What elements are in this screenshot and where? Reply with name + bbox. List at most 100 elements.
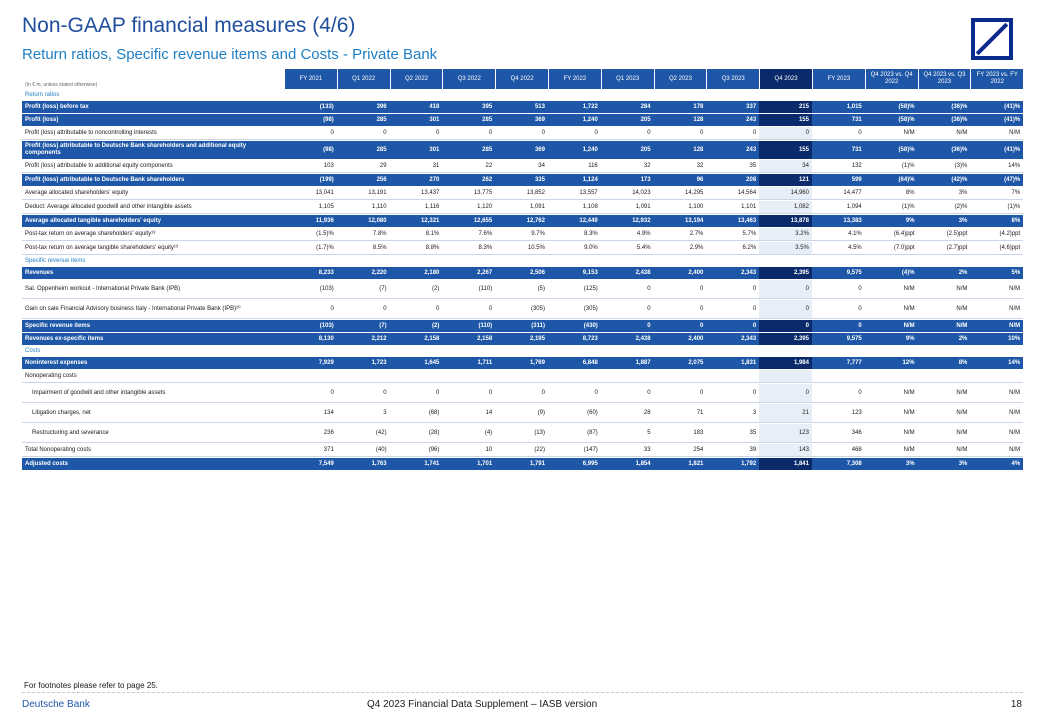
row-label: Average allocated shareholders' equity <box>22 187 284 200</box>
table-cell: 731 <box>811 114 865 126</box>
table-cell: N/M <box>864 444 918 457</box>
table-cell: 335 <box>495 174 548 186</box>
table-cell: 0 <box>759 127 812 140</box>
table-cell: 1,100 <box>653 201 707 214</box>
table-cell: 1,887 <box>600 357 654 369</box>
table-total-row: Adjusted costs 7,549 1,763 1,741 1,701 1,791 6… <box>22 458 1024 470</box>
table-cell: 1,792 <box>706 458 760 470</box>
column-header: FY 2022 <box>547 69 601 89</box>
table-cell <box>759 370 812 383</box>
table-cell: 13,852 <box>495 187 548 200</box>
table-total-row: Noninterest expenses 7,929 1,723 1,645 1,711… <box>22 357 1024 369</box>
table-cell <box>653 370 707 383</box>
table-cell: 33 <box>600 444 654 457</box>
column-header: Q3 2022 <box>442 69 496 89</box>
row-label: Profit (loss) attributable to noncontrol… <box>22 127 284 140</box>
table-cell <box>284 370 337 383</box>
table-cell: 1,763 <box>336 458 390 470</box>
table-cell: (2) <box>389 280 443 299</box>
table-cell: 22 <box>442 160 496 173</box>
table-cell: 6,848 <box>547 357 601 369</box>
table-cell: 0 <box>336 127 390 140</box>
table-cell <box>864 370 918 383</box>
table-cell: (4) <box>442 424 496 443</box>
table-cell: N/M <box>970 280 1024 299</box>
table-cell: N/M <box>917 424 971 443</box>
table-cell: N/M <box>864 404 918 423</box>
table-cell: 0 <box>600 127 654 140</box>
table-cell: (36)% <box>917 114 971 126</box>
table-cell: 13,463 <box>706 215 760 227</box>
table-cell: 8.5% <box>336 242 390 255</box>
section-heading: Specific revenue items <box>22 256 1024 266</box>
table-cell: 0 <box>811 280 865 299</box>
column-header: Q1 2022 <box>336 69 390 89</box>
table-row: Post-tax return on average shareholders'… <box>22 228 1024 241</box>
table-cell: 3% <box>917 187 971 200</box>
table-cell: (58)% <box>864 141 918 159</box>
column-header: FY 2023 vs. FY 2022 <box>970 69 1024 89</box>
column-header: FY 2023 <box>811 69 865 89</box>
table-cell: 2% <box>917 333 971 345</box>
row-label: Post-tax return on average shareholders'… <box>22 228 284 241</box>
table-cell <box>970 370 1024 383</box>
table-cell: (64)% <box>864 174 918 186</box>
row-label: Impairment of goodwill and other intangi… <box>22 384 284 403</box>
row-label: Profit (loss) before tax <box>22 101 284 113</box>
column-header: Q4 2023 vs. Q4 2022 <box>864 69 918 89</box>
table-cell: (2)% <box>917 201 971 214</box>
table-cell: 3.2% <box>759 228 812 241</box>
table-cell: 134 <box>284 404 337 423</box>
table-cell: 2,343 <box>706 333 760 345</box>
table-cell: 1,821 <box>653 458 707 470</box>
table-cell: 0 <box>600 320 654 332</box>
column-header: Q4 2023 <box>759 69 812 89</box>
table-cell: (2) <box>389 320 443 332</box>
table-cell: 2,506 <box>495 267 548 279</box>
table-total-row: Revenues 8,233 2,220 2,180 2,267 2,506 9,153 2,… <box>22 267 1024 279</box>
table-cell: 103 <box>284 160 337 173</box>
row-label: Noninterest expenses <box>22 357 284 369</box>
table-cell: 0 <box>495 384 548 403</box>
column-header: Q4 2023 vs. Q3 2023 <box>917 69 971 89</box>
table-cell: 5.7% <box>706 228 760 241</box>
row-label: Deduct: Average allocated goodwill and o… <box>22 201 284 214</box>
table-cell: (22) <box>495 444 548 457</box>
footer-divider <box>22 692 1023 693</box>
table-cell: 8.1% <box>389 228 443 241</box>
table-cell: (133) <box>284 101 337 113</box>
table-cell: 1,701 <box>442 458 496 470</box>
table-cell: 1,722 <box>547 101 601 113</box>
table-cell: 13,437 <box>389 187 443 200</box>
table-cell: 0 <box>706 300 760 319</box>
column-header: FY 2021 <box>284 69 337 89</box>
table-cell: 5% <box>970 267 1024 279</box>
table-cell: 1,015 <box>811 101 865 113</box>
table-cell: 32 <box>600 160 654 173</box>
table-cell: (98) <box>284 141 337 159</box>
table-cell: 0 <box>653 127 707 140</box>
table-cell: (110) <box>442 320 496 332</box>
table-cell: 3% <box>917 458 971 470</box>
deutsche-bank-logo-icon <box>971 18 1013 60</box>
table-row: Impairment of goodwill and other intangi… <box>22 384 1024 403</box>
table-cell: (41)% <box>970 114 1024 126</box>
table-cell: 7% <box>970 187 1024 200</box>
table-row: Profit (loss) attributable to noncontrol… <box>22 127 1024 140</box>
table-cell: 1,101 <box>706 201 760 214</box>
table-cell: 205 <box>600 114 654 126</box>
table-cell: (41)% <box>970 141 1024 159</box>
table-cell: N/M <box>970 444 1024 457</box>
table-cell: 0 <box>600 280 654 299</box>
table-cell: 14% <box>970 357 1024 369</box>
table-cell: 173 <box>600 174 654 186</box>
table-cell: 2,267 <box>442 267 496 279</box>
table-cell: N/M <box>917 444 971 457</box>
table-cell: N/M <box>864 424 918 443</box>
table-cell: 1,110 <box>336 201 390 214</box>
table-cell: 0 <box>336 300 390 319</box>
table-cell: 7,777 <box>811 357 865 369</box>
table-cell: (7) <box>336 320 390 332</box>
row-label: Revenues ex-specific items <box>22 333 284 345</box>
table-cell: 9,575 <box>811 267 865 279</box>
